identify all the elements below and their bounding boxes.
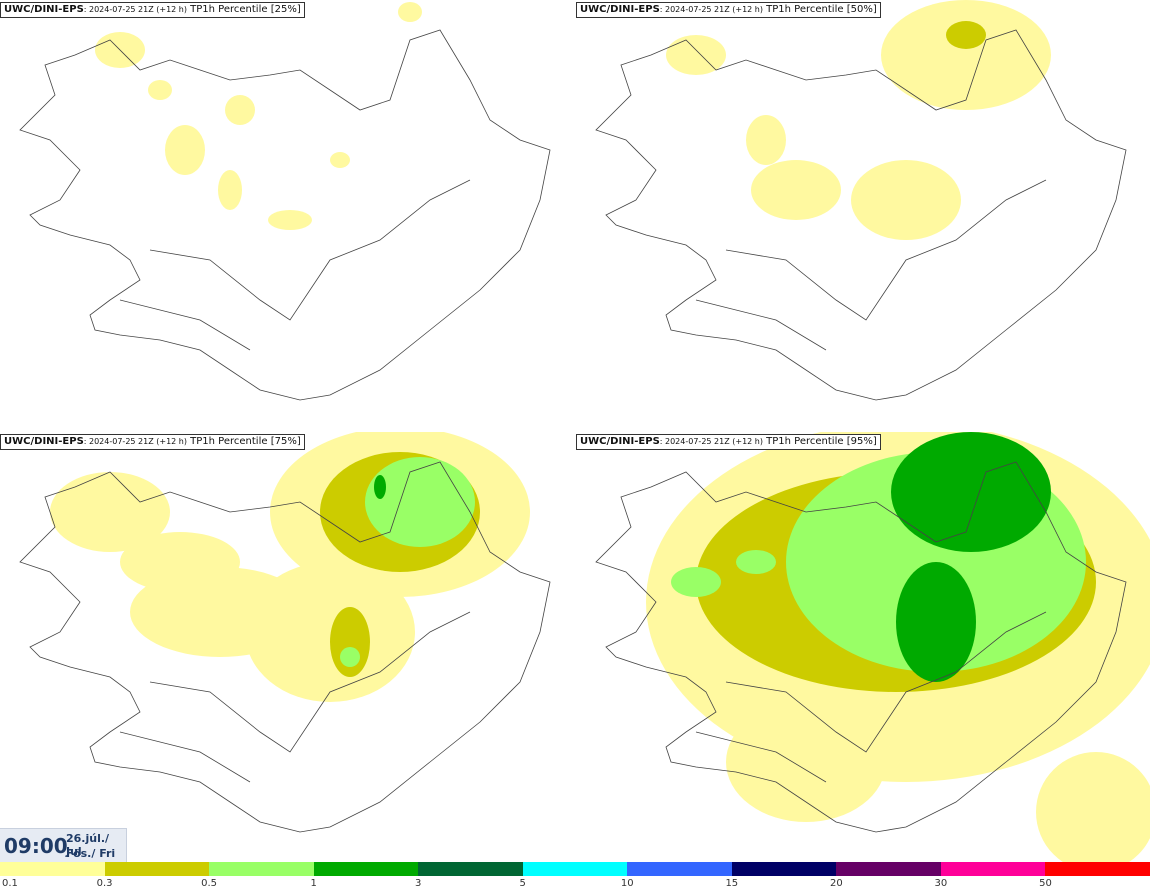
legend-label: 0.3 [96, 878, 113, 889]
map-95 [595, 432, 1150, 862]
panel-title: UWC/DINI-EPS: 2024-07-25 21Z (+12 h) TP1… [0, 2, 305, 18]
coastline [19, 461, 551, 833]
map-panel-95: UWC/DINI-EPS: 2024-07-25 21Z (+12 h) TP1… [576, 432, 1150, 862]
legend-label: 15 [725, 878, 739, 889]
legend-swatch [1045, 862, 1150, 876]
legend-label: 30 [934, 878, 948, 889]
precip-fields [666, 0, 1051, 240]
coastline [595, 461, 1127, 833]
panel-title: UWC/DINI-EPS: 2024-07-25 21Z (+12 h) TP1… [576, 434, 881, 450]
precip-fields-max [374, 475, 386, 499]
legend-label: 20 [829, 878, 843, 889]
legend-swatch [104, 862, 211, 876]
precip-fields [50, 432, 530, 702]
legend-swatch [940, 862, 1047, 876]
legend-label: 0.5 [201, 878, 218, 889]
legend-label: 1 [310, 878, 317, 889]
coastline [595, 29, 1127, 401]
legend-swatch [0, 862, 106, 876]
legend-swatch [418, 862, 524, 876]
panel-title: UWC/DINI-EPS: 2024-07-25 21Z (+12 h) TP1… [0, 434, 305, 450]
legend-swatch [522, 862, 629, 876]
legend-label: 10 [620, 878, 634, 889]
precip-fields [95, 2, 422, 230]
map-75 [19, 432, 551, 833]
map-panel-25: UWC/DINI-EPS: 2024-07-25 21Z (+12 h) TP1… [0, 0, 574, 430]
valid-weekday: Fös./ Fri [66, 847, 116, 860]
legend-swatch [836, 862, 942, 876]
map-panel-50: UWC/DINI-EPS: 2024-07-25 21Z (+12 h) TP1… [576, 0, 1150, 430]
legend-swatch [209, 862, 315, 876]
panel-title: UWC/DINI-EPS: 2024-07-25 21Z (+12 h) TP1… [576, 2, 881, 18]
precip-fields-mid [946, 21, 986, 49]
map-50 [595, 0, 1127, 401]
legend-label: 5 [519, 878, 526, 889]
precip-fields-max [891, 432, 1051, 682]
legend-label: 0.1 [2, 878, 18, 889]
coastline [19, 29, 551, 401]
legend-swatch [731, 862, 838, 876]
color-legend: 0.1 0.3 0.5 1 3 5 10 15 20 30 50 [0, 862, 1150, 891]
valid-time-box: 09:00 26.júl./ Jul Fös./ Fri [0, 828, 127, 863]
legend-label: 50 [1039, 878, 1052, 889]
valid-time: 09:00 [4, 834, 68, 858]
legend-swatch [627, 862, 733, 876]
legend-swatch [313, 862, 420, 876]
map-panel-75: UWC/DINI-EPS: 2024-07-25 21Z (+12 h) TP1… [0, 432, 574, 862]
map-25 [19, 2, 551, 401]
valid-date: 26.júl./ Jul [66, 832, 110, 858]
legend-label: 3 [414, 878, 422, 889]
